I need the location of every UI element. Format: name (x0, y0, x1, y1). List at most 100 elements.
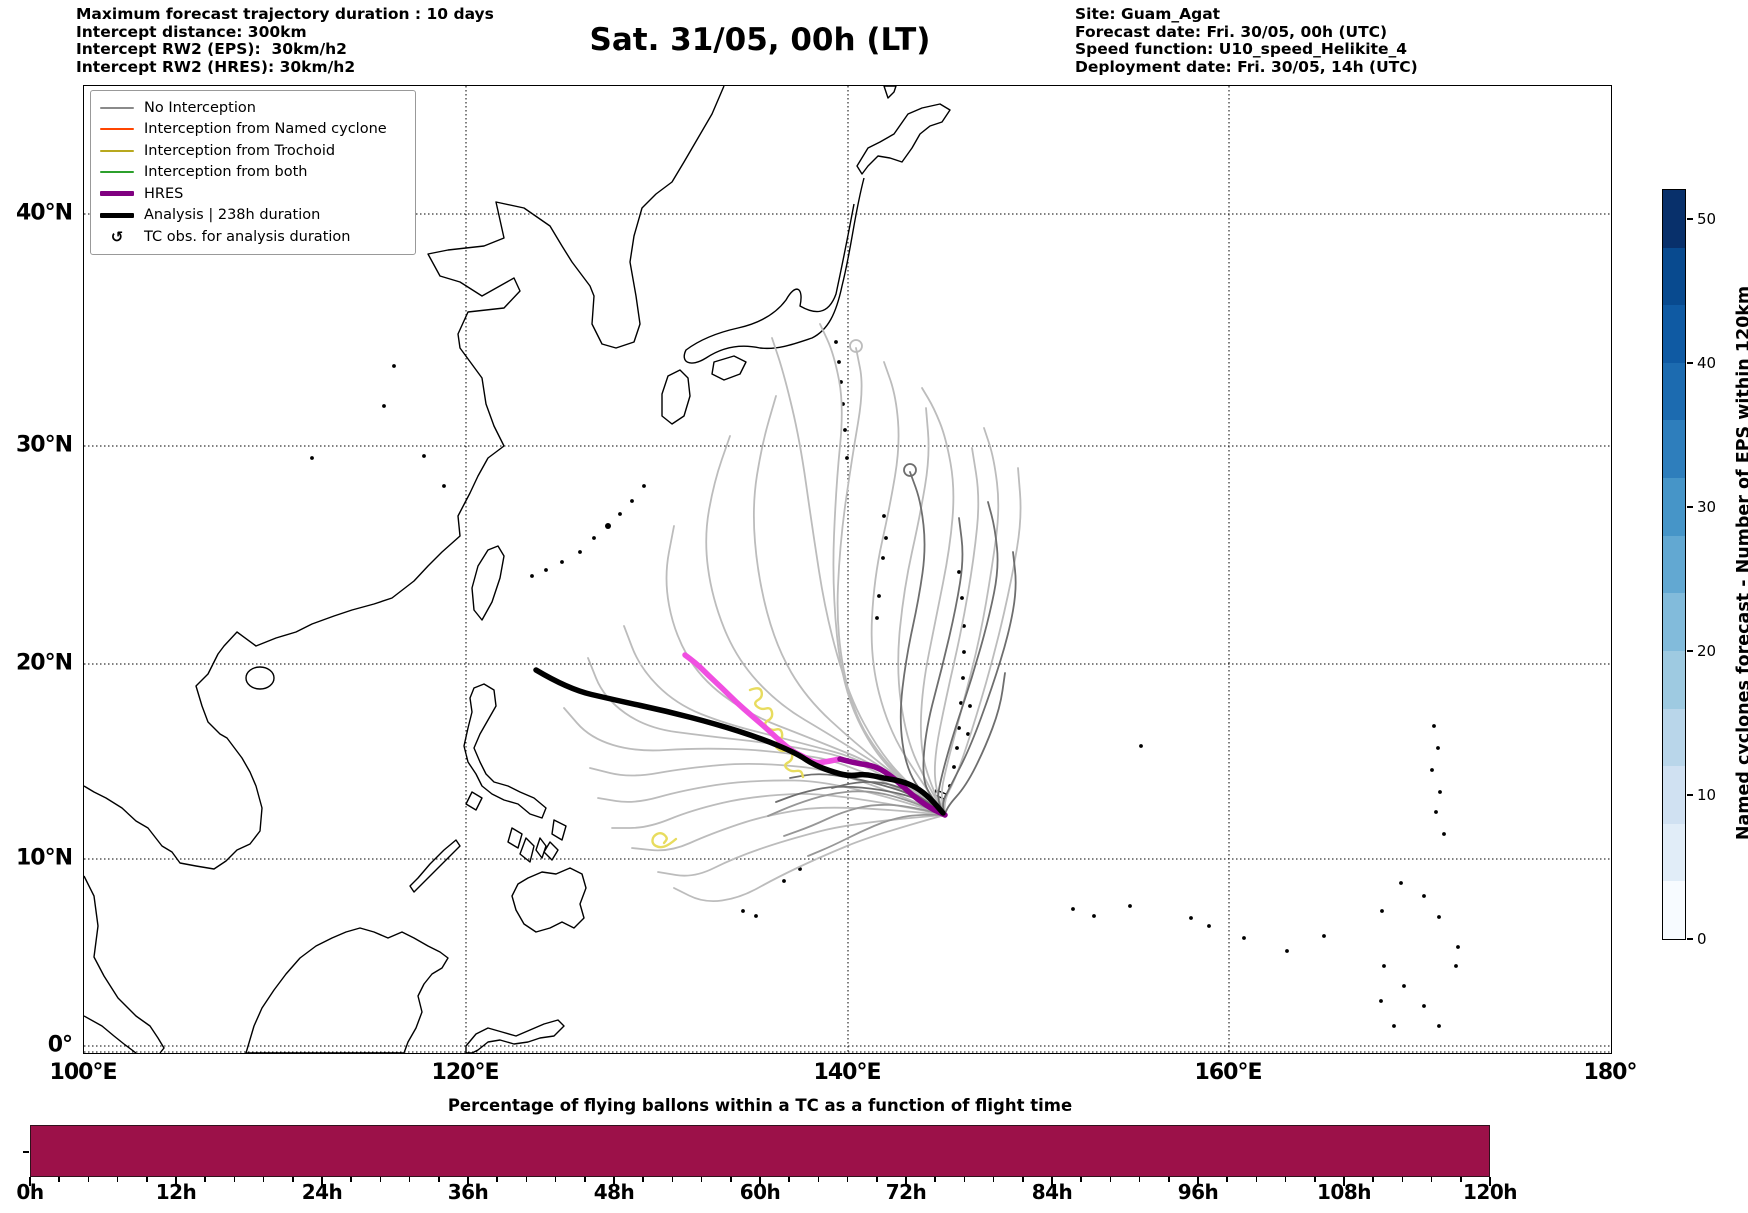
legend-item: ↺ TC obs. for analysis duration (99, 226, 407, 248)
lat-tick-label: 40°N (15, 200, 73, 226)
bar-minor-tick (438, 1177, 440, 1182)
coastline (245, 927, 449, 1053)
island-dot (960, 596, 964, 600)
bar-minor-tick (408, 1177, 411, 1182)
island-dot (1242, 936, 1246, 940)
island-dot (560, 560, 564, 564)
colorbar-tick-label: 0 (1697, 930, 1707, 948)
map-legend: No Interception Interception from Named c… (90, 90, 416, 255)
colorbar-step (1663, 419, 1685, 479)
trochoid-interception (748, 687, 805, 779)
trochoid-interception (651, 832, 678, 849)
legend-line-icon (99, 191, 135, 197)
eps-member (807, 813, 946, 857)
coastline (84, 1015, 137, 1053)
bar-minor-tick (1109, 1177, 1112, 1182)
bar-major-tick (1051, 1177, 1053, 1186)
eps-member (919, 387, 955, 816)
colorbar-tick (1687, 362, 1693, 364)
eps-member (657, 814, 946, 877)
bar-minor-tick (116, 1177, 119, 1182)
bar-minor-tick (87, 1177, 90, 1182)
island-dot (1442, 832, 1446, 836)
colorbar-label: Named cyclones forecast - Number of EPS … (1734, 285, 1748, 841)
island-dot (578, 550, 582, 554)
bar-minor-tick (934, 1177, 936, 1182)
coastline (519, 837, 535, 863)
island-dot (968, 704, 972, 708)
bar-major-tick (613, 1177, 615, 1186)
island-dot (1071, 907, 1075, 911)
bar-minor-tick (204, 1177, 206, 1182)
island-dot (1189, 916, 1193, 920)
bar-x-tick-label: 72h (885, 1180, 927, 1204)
bar-major-tick (905, 1177, 907, 1186)
island-dot (530, 574, 534, 578)
island-dot (881, 556, 885, 560)
map-panel: No Interception Interception from Named c… (83, 85, 1612, 1054)
bar-major-tick (759, 1177, 761, 1186)
eps-member (783, 803, 946, 837)
bar-minor-tick (846, 1177, 849, 1182)
legend-line-icon (99, 212, 135, 218)
eps-member (940, 427, 1000, 816)
colorbar-tick (1687, 938, 1693, 940)
bar-minor-tick (700, 1177, 703, 1182)
coastline (511, 867, 587, 933)
bar-x-tick-label: 120h (1463, 1180, 1518, 1204)
bar-minor-tick (496, 1177, 498, 1182)
lon-tick-label: 100°E (49, 1060, 118, 1085)
island-dot (1399, 881, 1403, 885)
eps-member (597, 779, 946, 816)
coastline (711, 355, 747, 381)
bar-major-tick (1343, 1177, 1345, 1186)
bar-minor-tick (350, 1177, 352, 1182)
bar-minor-tick (233, 1177, 236, 1182)
island-dot (1454, 964, 1458, 968)
eps-member (870, 361, 946, 816)
bar-minor-tick (146, 1177, 148, 1182)
eps-member (631, 806, 946, 852)
legend-line-icon (99, 106, 135, 109)
coastline (507, 827, 523, 849)
bar-major-tick (321, 1177, 323, 1186)
colorbar-step (1663, 477, 1685, 536)
island-dot (875, 616, 879, 620)
island-dot (962, 624, 966, 628)
bar-minor-tick (876, 1177, 878, 1182)
trajectory-loop-tip (849, 339, 863, 353)
colorbar-tick (1687, 794, 1693, 796)
bar-major-tick (175, 1177, 177, 1186)
bar-minor-tick (1022, 1177, 1024, 1182)
colorbar-step (1663, 708, 1685, 767)
bar-minor-tick (1460, 1177, 1462, 1182)
coastline (84, 86, 725, 870)
coastline (465, 1019, 565, 1053)
colorbar-tick (1687, 218, 1693, 220)
lat-tick-label: 20°N (15, 650, 73, 676)
bar-x-tick-label: 48h (593, 1180, 635, 1204)
island-dot (1432, 724, 1436, 728)
legend-line-icon (99, 171, 135, 174)
colorbar-tick (1687, 650, 1693, 652)
site-info-text: Site: Guam_Agat Forecast date: Fri. 30/0… (1075, 5, 1418, 76)
lat-tick-label: 0° (47, 1032, 73, 1058)
eps-member (922, 517, 964, 816)
island-dot (1322, 934, 1326, 938)
bar-minor-tick (292, 1177, 294, 1182)
bar-major-tick (1489, 1177, 1491, 1186)
island-dot (961, 676, 965, 680)
tc-obs-marker-icon: ↺ (110, 227, 124, 246)
island-dot (952, 765, 956, 769)
bar-x-tick-label: 108h (1317, 1180, 1372, 1204)
bar-minor-tick (788, 1177, 790, 1182)
island-dot (957, 570, 961, 574)
bar-minor-tick (1226, 1177, 1228, 1182)
legend-line-icon (99, 149, 135, 152)
eps-member (836, 347, 946, 816)
bar-minor-tick (1314, 1177, 1316, 1182)
island-dot (798, 867, 802, 871)
coastline (551, 819, 567, 841)
island-dot (884, 536, 888, 540)
eps-member (611, 792, 946, 829)
